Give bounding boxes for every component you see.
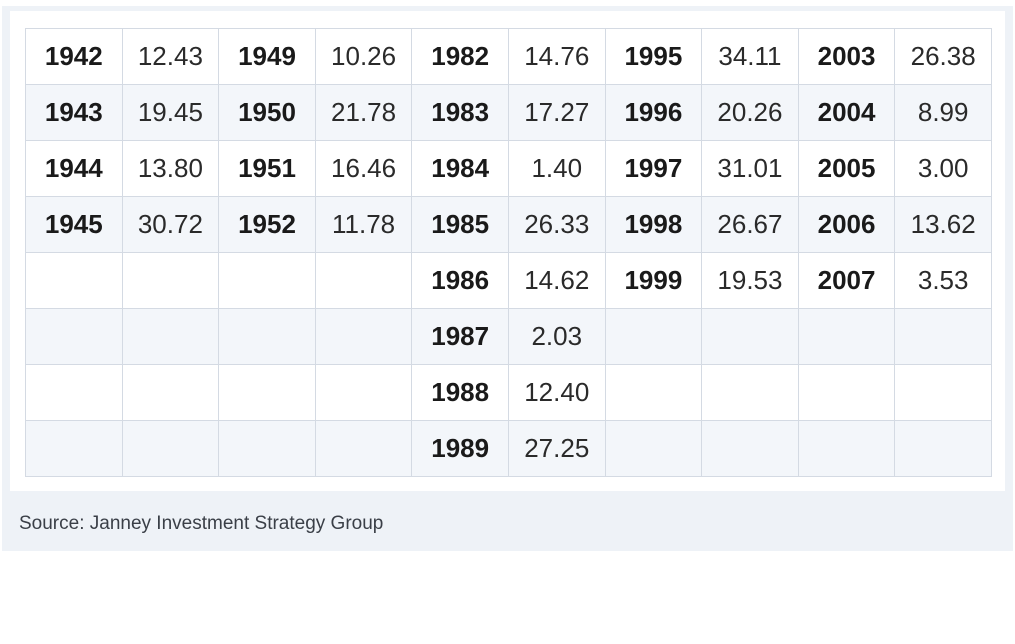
- empty-cell: [25, 252, 123, 309]
- empty-cell: [25, 308, 123, 365]
- year-cell: 2006: [797, 196, 896, 253]
- empty-cell: [314, 308, 413, 365]
- value-cell: 12.43: [121, 28, 220, 85]
- value-cell: 14.76: [507, 28, 606, 85]
- table-row: 1989 27.25: [25, 420, 992, 477]
- table-row: 1943 19.45 1950 21.78 1983 17.27 1996 20.26 2004…: [25, 84, 992, 141]
- returns-table: 1942 12.43 1949 10.26 1982 14.76 1995 34.11 2003…: [25, 28, 992, 477]
- empty-cell: [604, 364, 703, 421]
- year-cell: 1942: [25, 28, 123, 85]
- year-cell: 1943: [25, 84, 123, 141]
- empty-cell: [25, 420, 123, 477]
- value-cell: 19.53: [701, 252, 799, 309]
- value-cell: 27.25: [507, 420, 606, 477]
- value-cell: 26.38: [894, 28, 992, 85]
- year-cell: 1950: [218, 84, 316, 141]
- source-note: Source: Janney Investment Strategy Group: [19, 513, 384, 534]
- year-cell: 1988: [411, 364, 509, 421]
- table-row: 1988 12.40: [25, 364, 992, 421]
- table-row: 1986 14.62 1999 19.53 2007 3.53: [25, 252, 992, 309]
- year-cell: 1982: [411, 28, 509, 85]
- year-cell: 1983: [411, 84, 509, 141]
- value-cell: 3.00: [894, 140, 992, 197]
- empty-cell: [121, 364, 220, 421]
- empty-cell: [797, 420, 896, 477]
- table-row: 1945 30.72 1952 11.78 1985 26.33 1998 26.67 2006…: [25, 196, 992, 253]
- value-cell: 34.11: [701, 28, 799, 85]
- empty-cell: [121, 420, 220, 477]
- value-cell: 30.72: [121, 196, 220, 253]
- empty-cell: [604, 308, 703, 365]
- table-row: 1944 13.80 1951 16.46 1984 1.40 1997 31.01 2005 3…: [25, 140, 992, 197]
- value-cell: 13.80: [121, 140, 220, 197]
- empty-cell: [797, 308, 896, 365]
- value-cell: 26.67: [701, 196, 799, 253]
- year-cell: 1944: [25, 140, 123, 197]
- value-cell: 26.33: [507, 196, 606, 253]
- year-cell: 1989: [411, 420, 509, 477]
- value-cell: 12.40: [507, 364, 606, 421]
- value-cell: 11.78: [314, 196, 413, 253]
- value-cell: 17.27: [507, 84, 606, 141]
- empty-cell: [314, 420, 413, 477]
- empty-cell: [218, 252, 316, 309]
- value-cell: 19.45: [121, 84, 220, 141]
- year-cell: 1996: [604, 84, 703, 141]
- table-panel: 1942 12.43 1949 10.26 1982 14.76 1995 34.11 2003…: [2, 6, 1013, 551]
- empty-cell: [25, 364, 123, 421]
- year-cell: 2004: [797, 84, 896, 141]
- empty-cell: [701, 364, 799, 421]
- empty-cell: [701, 420, 799, 477]
- empty-cell: [218, 420, 316, 477]
- value-cell: 14.62: [507, 252, 606, 309]
- empty-cell: [121, 252, 220, 309]
- value-cell: 10.26: [314, 28, 413, 85]
- empty-cell: [797, 364, 896, 421]
- empty-cell: [218, 364, 316, 421]
- year-cell: 1984: [411, 140, 509, 197]
- table-row: 1942 12.43 1949 10.26 1982 14.76 1995 34.11 2003…: [25, 28, 992, 85]
- value-cell: 2.03: [507, 308, 606, 365]
- value-cell: 13.62: [894, 196, 992, 253]
- year-cell: 1985: [411, 196, 509, 253]
- year-cell: 1945: [25, 196, 123, 253]
- table-card: 1942 12.43 1949 10.26 1982 14.76 1995 34.11 2003…: [10, 11, 1005, 491]
- year-cell: 1998: [604, 196, 703, 253]
- year-cell: 2003: [797, 28, 896, 85]
- year-cell: 1952: [218, 196, 316, 253]
- empty-cell: [894, 364, 992, 421]
- year-cell: 2007: [797, 252, 896, 309]
- table-row: 1987 2.03: [25, 308, 992, 365]
- year-cell: 1987: [411, 308, 509, 365]
- empty-cell: [701, 308, 799, 365]
- year-cell: 2005: [797, 140, 896, 197]
- year-cell: 1995: [604, 28, 703, 85]
- empty-cell: [894, 308, 992, 365]
- year-cell: 1949: [218, 28, 316, 85]
- empty-cell: [314, 364, 413, 421]
- empty-cell: [218, 308, 316, 365]
- value-cell: 20.26: [701, 84, 799, 141]
- value-cell: 8.99: [894, 84, 992, 141]
- year-cell: 1986: [411, 252, 509, 309]
- empty-cell: [121, 308, 220, 365]
- year-cell: 1951: [218, 140, 316, 197]
- value-cell: 16.46: [314, 140, 413, 197]
- value-cell: 3.53: [894, 252, 992, 309]
- value-cell: 21.78: [314, 84, 413, 141]
- year-cell: 1999: [604, 252, 703, 309]
- empty-cell: [604, 420, 703, 477]
- value-cell: 31.01: [701, 140, 799, 197]
- empty-cell: [894, 420, 992, 477]
- value-cell: 1.40: [507, 140, 606, 197]
- empty-cell: [314, 252, 413, 309]
- year-cell: 1997: [604, 140, 703, 197]
